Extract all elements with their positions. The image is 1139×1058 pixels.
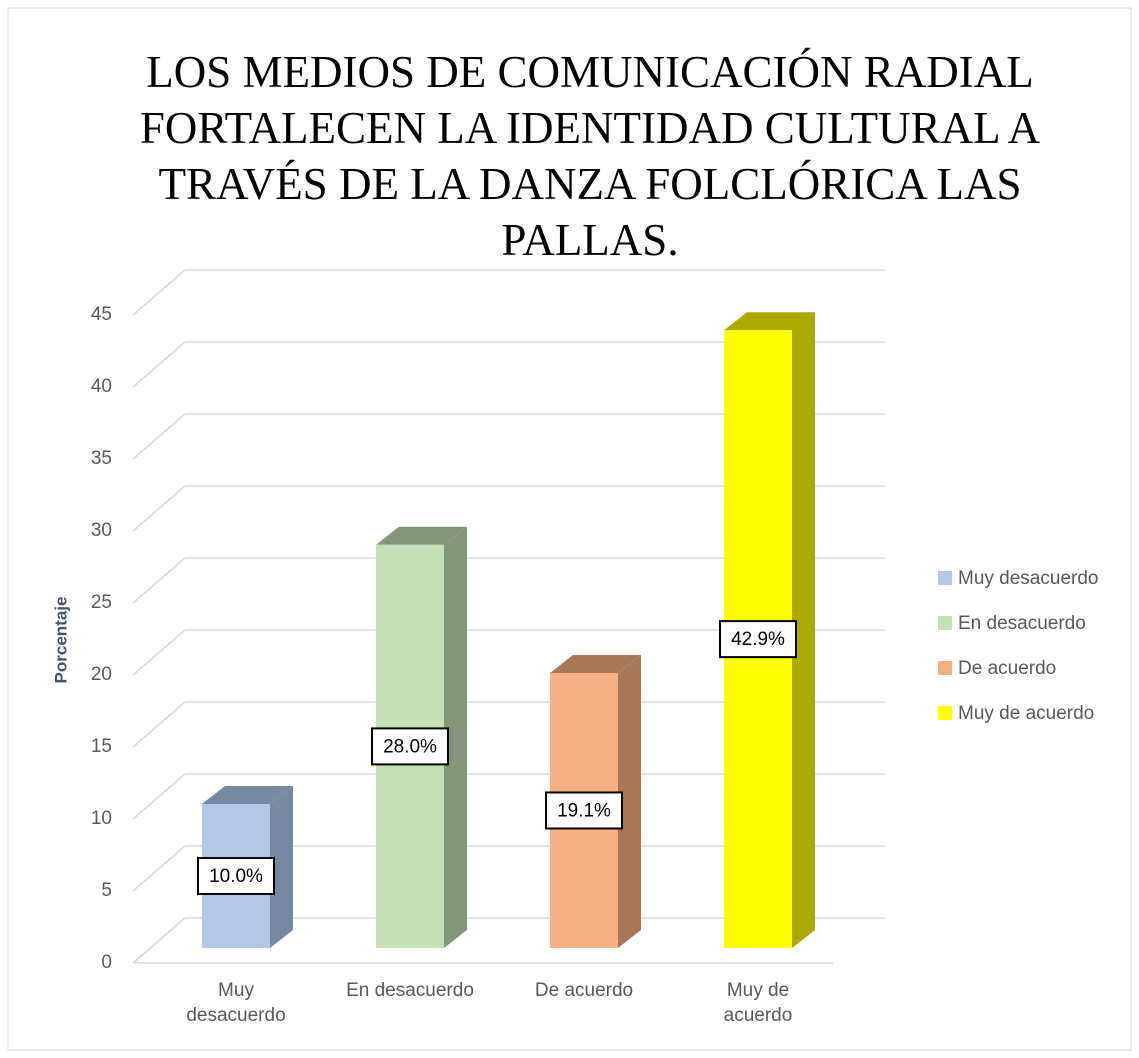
legend-label: Muy desacuerdo (958, 568, 1098, 589)
legend-swatch (938, 706, 952, 720)
bar-top (202, 786, 293, 804)
grid-line (132, 701, 186, 748)
y-axis-title: Porcentaje (51, 597, 70, 684)
grid-line (132, 413, 186, 460)
chart-title: LOS MEDIOS DE COMUNICACIÓN RADIAL FORTAL… (139, 47, 1041, 265)
x-tick-label: Muy desacuerdo (186, 980, 286, 1026)
grid-line (132, 485, 186, 532)
grid-line (132, 773, 186, 820)
value-label-box (197, 857, 275, 895)
grid-line (132, 629, 186, 676)
bar-side (444, 526, 467, 948)
bar-top (724, 312, 815, 331)
legend-label: Muy de acuerdo (958, 703, 1094, 724)
legend-swatch (938, 616, 952, 630)
legend-label: En desacuerdo (958, 613, 1086, 634)
bar-side (618, 654, 641, 948)
x-tick-label: Muy de acuerdo (723, 980, 793, 1026)
value-label: 42.9% (731, 629, 785, 650)
y-tick-label: 15 (91, 736, 112, 757)
y-tick-label: 0 (101, 952, 112, 973)
value-label: 10.0% (209, 866, 263, 887)
value-label-box (545, 791, 623, 830)
value-label: 19.1% (557, 800, 611, 821)
grid-line (132, 341, 186, 388)
value-label-box (719, 620, 797, 659)
y-tick-label: 10 (91, 808, 112, 829)
bar-top (376, 526, 467, 545)
bar-top (550, 654, 641, 673)
y-tick-label: 45 (91, 304, 112, 325)
y-tick-label: 20 (91, 664, 112, 685)
legend-swatch (938, 571, 952, 585)
bar-side (792, 312, 815, 948)
x-tick-label: De acuerdo (534, 980, 634, 1001)
grid-line (132, 557, 186, 604)
grid-line (132, 917, 186, 964)
value-label-box (371, 727, 449, 766)
legend-label: De acuerdo (958, 658, 1056, 679)
x-tick-label: En desacuerdo (346, 980, 474, 1001)
grid-line (132, 269, 186, 316)
grid-line (132, 845, 186, 892)
y-tick-label: 25 (91, 592, 112, 613)
y-tick-label: 5 (101, 880, 112, 901)
legend-swatch (938, 661, 952, 675)
y-tick-label: 40 (91, 376, 112, 397)
value-label: 28.0% (383, 736, 437, 757)
y-tick-label: 30 (91, 520, 112, 541)
bar-side (270, 786, 293, 948)
y-tick-label: 35 (91, 448, 112, 469)
